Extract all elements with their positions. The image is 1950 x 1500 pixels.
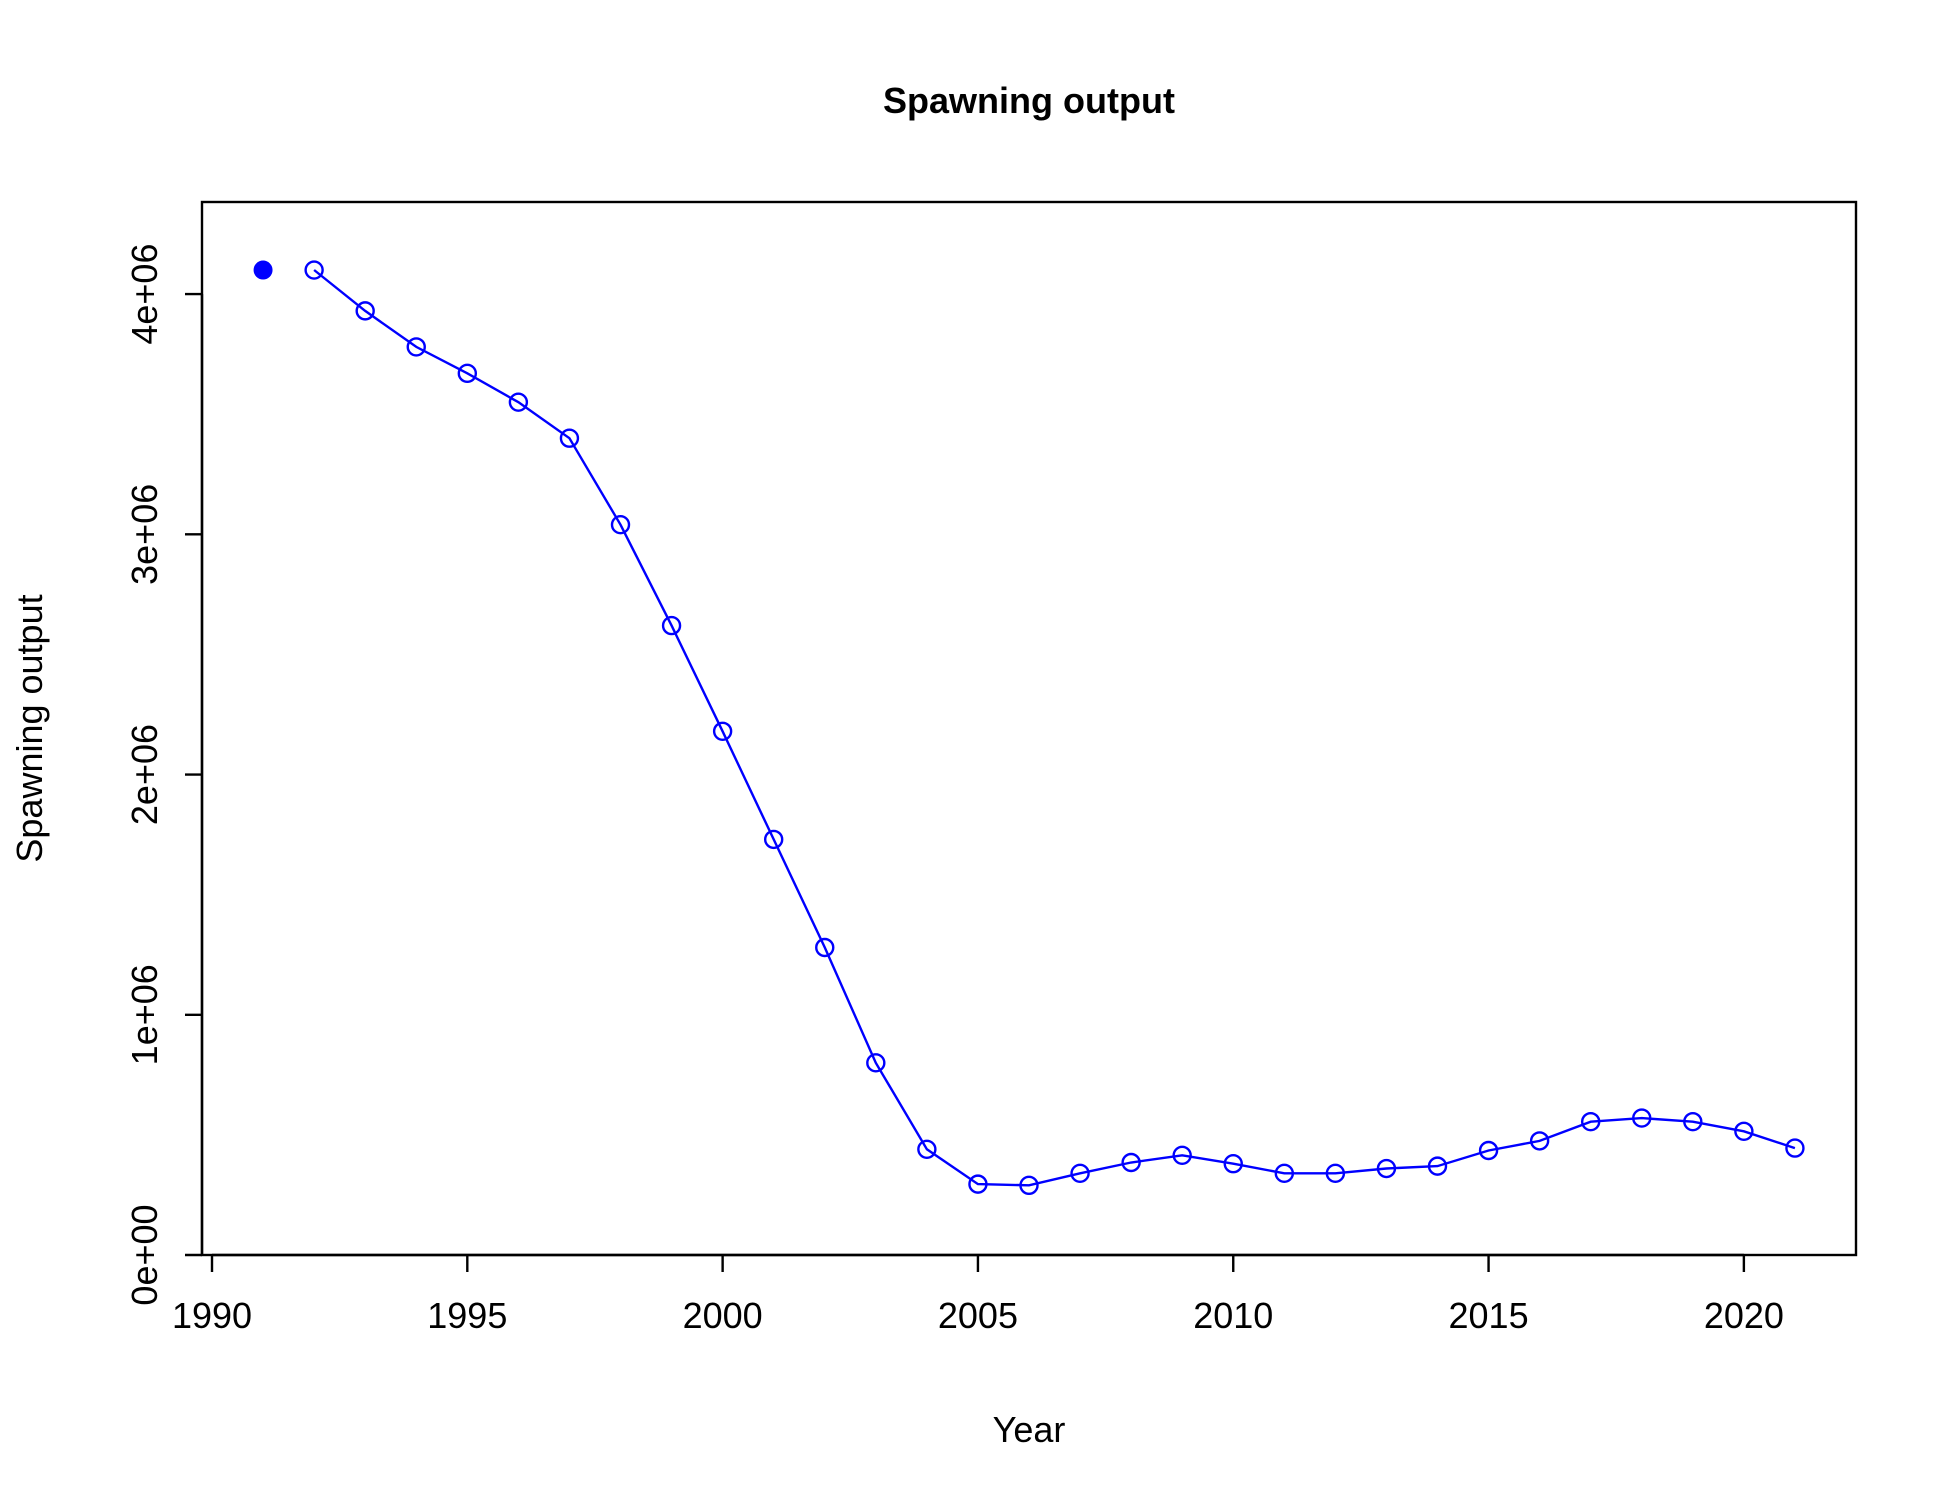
- x-tick-label: 1990: [172, 1295, 252, 1336]
- y-tick-label: 1e+06: [124, 964, 165, 1065]
- data-point: [815, 937, 835, 958]
- plot-frame: [200, 200, 1858, 1257]
- x-tick-label: 2010: [1193, 1295, 1273, 1336]
- data-point: [1683, 1111, 1703, 1132]
- y-axis-label: Spawning output: [9, 594, 50, 862]
- data-point: [1734, 1121, 1754, 1141]
- x-tick-label: 2005: [938, 1295, 1018, 1336]
- data-point: [1172, 1145, 1192, 1166]
- data-point: [1376, 1158, 1397, 1179]
- x-axis-label: Year: [993, 1409, 1066, 1450]
- data-point: [1785, 1138, 1805, 1158]
- data-point: [661, 615, 682, 636]
- data-point: [1529, 1131, 1550, 1151]
- chart-title: Spawning output: [883, 80, 1175, 121]
- x-tick-label: 1995: [427, 1295, 507, 1336]
- data-point: [763, 829, 784, 850]
- y-tick-label: 3e+06: [124, 484, 165, 585]
- data-point: [1274, 1163, 1295, 1184]
- data-point: [355, 301, 375, 321]
- plot-area: [253, 260, 1805, 1196]
- data-point: [1019, 1175, 1039, 1196]
- x-tick-label: 2015: [1449, 1295, 1529, 1336]
- series-line: [313, 269, 1796, 1187]
- x-axis: 1990 1995 2000 2005 2010 2015 2020: [172, 1253, 1784, 1336]
- data-point: [304, 260, 324, 280]
- data-point: [559, 428, 580, 448]
- data-point: [917, 1139, 937, 1159]
- data-point: [406, 337, 426, 357]
- data-point: [1632, 1108, 1652, 1128]
- y-tick-label: 2e+06: [124, 724, 165, 825]
- data-point: [457, 363, 478, 384]
- data-point: [1427, 1156, 1448, 1176]
- y-tick-label: 4e+06: [124, 244, 165, 345]
- y-tick-label: 0e+00: [124, 1204, 165, 1305]
- data-point: [968, 1174, 988, 1194]
- data-point: [1325, 1163, 1346, 1184]
- x-tick-label: 2020: [1704, 1295, 1784, 1336]
- data-point: [1478, 1140, 1499, 1161]
- data-point: [866, 1053, 886, 1073]
- data-point: [1223, 1154, 1243, 1174]
- data-point: [1121, 1152, 1141, 1173]
- data-point: [1070, 1163, 1090, 1184]
- x-tick-label: 2000: [683, 1295, 763, 1336]
- data-point: [610, 514, 631, 535]
- data-point: [508, 392, 529, 412]
- data-point: [1580, 1111, 1601, 1132]
- data-point: [712, 721, 733, 741]
- y-axis: 0e+00 1e+06 2e+06 3e+06 4e+06: [124, 244, 204, 1306]
- virgin-point: [253, 260, 273, 280]
